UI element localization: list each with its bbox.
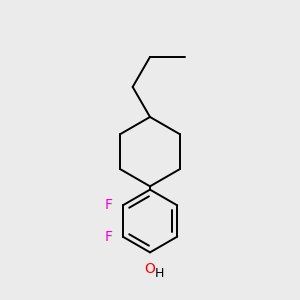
Text: O: O: [145, 262, 155, 276]
Text: H: H: [154, 267, 164, 280]
Text: F: F: [105, 198, 113, 212]
Text: F: F: [105, 230, 113, 244]
